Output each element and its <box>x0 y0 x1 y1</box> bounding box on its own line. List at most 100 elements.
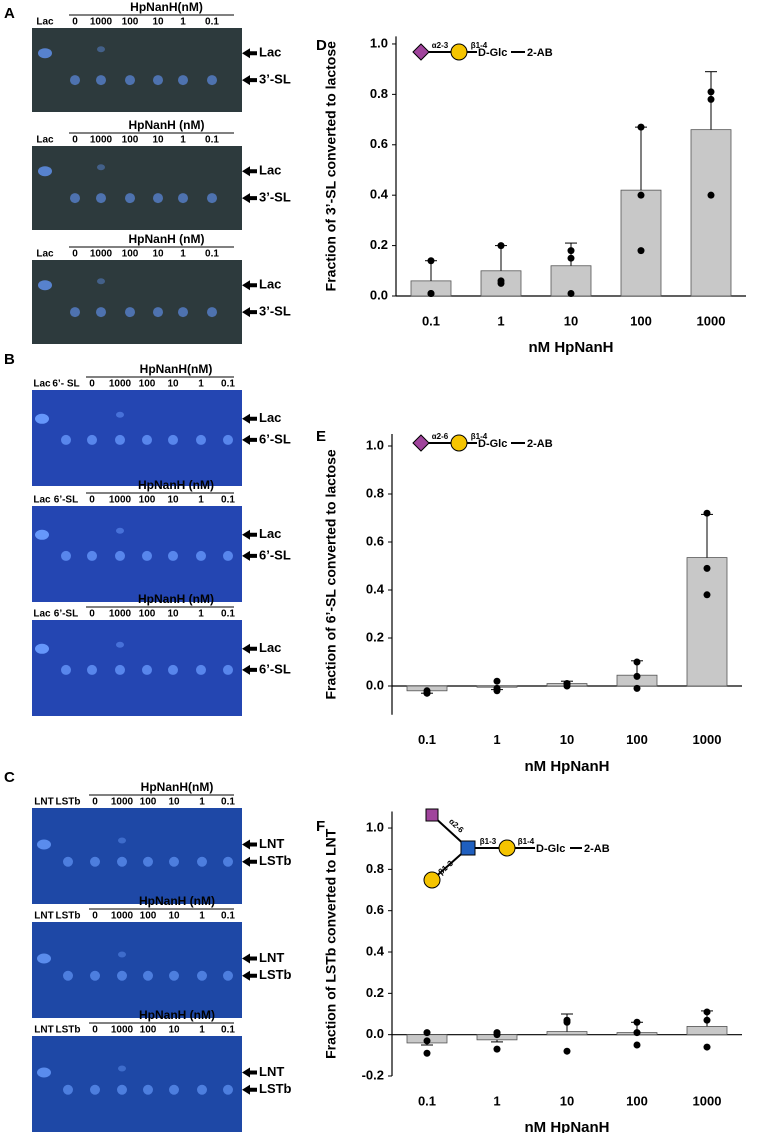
panel-letter: F <box>316 818 325 835</box>
bar <box>686 1026 728 1036</box>
arrow <box>242 434 257 445</box>
lane-label: 10 <box>168 797 180 808</box>
tlc-spot <box>143 856 153 867</box>
arrow <box>242 550 257 561</box>
lane-label: 0 <box>72 249 78 260</box>
lane-label: 100 <box>122 135 139 146</box>
x-tick-label: 100 <box>626 1093 648 1108</box>
data-point <box>707 191 715 199</box>
tlc-spot <box>63 970 73 981</box>
lane-label: 0.1 <box>205 249 219 260</box>
tlc-image <box>32 922 242 1018</box>
lane-label: 1000 <box>111 911 134 922</box>
lane-label: 0 <box>89 495 95 506</box>
data-point <box>703 591 711 599</box>
lane-label: Lac <box>33 609 51 620</box>
tlc-spot <box>116 641 124 648</box>
data-point <box>493 1045 501 1053</box>
lane-label: LNT <box>34 1025 53 1036</box>
data-point <box>637 191 645 199</box>
arrow-label: 6’-SL <box>259 431 291 446</box>
arrow-label: Lac <box>259 45 281 60</box>
y-tick-label: 0.4 <box>370 187 389 202</box>
tlc-spot <box>196 550 206 561</box>
arrow-label: 3’-SL <box>259 190 291 205</box>
tlc-spot <box>207 75 217 86</box>
data-point <box>427 257 435 265</box>
lane-label: 0 <box>89 379 95 390</box>
tlc-spot <box>142 550 152 561</box>
data-point <box>497 277 505 285</box>
arrow <box>242 664 257 675</box>
tlc-image <box>32 1036 242 1132</box>
tlc-spot <box>117 1084 127 1095</box>
lane-label: LSTb <box>56 1025 81 1036</box>
data-point <box>703 1043 711 1051</box>
arrow <box>242 307 257 318</box>
panel-letter: D <box>316 37 327 54</box>
lane-label: 1 <box>180 249 186 260</box>
lane-label: 1 <box>199 911 205 922</box>
data-point <box>637 247 645 255</box>
y-tick-label: 0.2 <box>366 629 384 644</box>
tlc-spot <box>118 951 126 958</box>
y-tick-label: 0.6 <box>366 902 384 917</box>
lane-label: 0 <box>92 911 98 922</box>
tlc-spot <box>168 434 178 445</box>
residue: D-Glc <box>478 438 507 450</box>
tlc-spot <box>70 193 80 204</box>
panel-letter: C <box>4 769 15 786</box>
data-point <box>567 254 575 262</box>
lane-label: 10 <box>167 609 179 620</box>
lane-label: 1000 <box>109 609 132 620</box>
arrow-label: LSTb <box>259 967 292 982</box>
linkage: β1-4 <box>518 837 535 846</box>
tlc-spot <box>207 193 217 204</box>
tlc-spot <box>125 307 135 318</box>
strip-header: HpNanH (nM) <box>129 232 205 246</box>
x-tick-label: 1 <box>493 732 500 747</box>
data-point <box>423 689 431 697</box>
data-point <box>423 1029 431 1037</box>
data-point <box>633 1018 641 1026</box>
y-tick-label: 1.0 <box>366 819 384 834</box>
tlc-spot <box>115 434 125 445</box>
lane-label: 1 <box>198 609 204 620</box>
arrow-label: 3’-SL <box>259 72 291 87</box>
x-tick-label: 0.1 <box>418 732 436 747</box>
tlc-spot <box>35 643 49 654</box>
tlc-spot <box>223 664 233 675</box>
galactose <box>423 871 441 889</box>
x-tick-label: 1000 <box>697 313 726 328</box>
tlc-spot <box>143 970 153 981</box>
lane-label: 10 <box>168 1025 180 1036</box>
linkage: β1-4 <box>471 432 488 441</box>
lane-label: 6’-SL <box>54 495 78 506</box>
galactose <box>498 839 516 857</box>
tlc-spot <box>197 1084 207 1095</box>
lane-label: 10 <box>167 379 179 390</box>
tlc-spot <box>223 434 233 445</box>
data-point <box>637 123 645 131</box>
lane-label: 1000 <box>90 17 113 28</box>
panel-letter: E <box>316 428 326 445</box>
data-point <box>563 680 571 688</box>
lane-label: 10 <box>167 495 179 506</box>
data-point <box>703 564 711 572</box>
galactose <box>450 43 468 61</box>
tlc-spot <box>125 193 135 204</box>
lane-label: 1000 <box>111 797 134 808</box>
sialic-acid <box>412 434 430 452</box>
lane-label: 100 <box>140 911 157 922</box>
tlc-spot <box>223 550 233 561</box>
arrow-label: LNT <box>259 1064 284 1079</box>
data-point <box>633 684 641 692</box>
tlc-spot <box>168 664 178 675</box>
y-axis-label: Fraction of 6’-SL converted to lactose <box>323 449 339 699</box>
lane-label: 6’-SL <box>54 609 78 620</box>
tlc-spot <box>96 307 106 318</box>
y-tick-label: 0.8 <box>366 485 384 500</box>
arrow-label: LNT <box>259 836 284 851</box>
tlc-spot <box>153 307 163 318</box>
lane-label: 100 <box>139 495 156 506</box>
